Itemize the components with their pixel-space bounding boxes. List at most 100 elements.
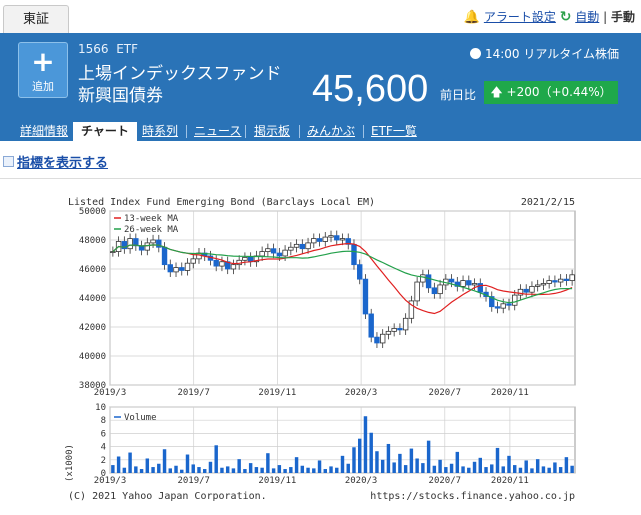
candle-body <box>477 283 483 293</box>
candle-body <box>500 303 506 309</box>
candle-body <box>523 288 529 293</box>
volume-y-tick-label: 4 <box>101 443 106 453</box>
candle-body <box>156 239 162 248</box>
candle-body <box>328 235 334 238</box>
footer-copyright: (C) 2021 Yahoo Japan Corporation. <box>68 491 267 502</box>
tab-news[interactable]: ニュース <box>194 124 242 138</box>
price-x-tick-label: 2020/11 <box>491 388 529 398</box>
price-change: +200（+0.44%） <box>506 85 612 99</box>
tab-chart[interactable]: チャート <box>73 122 137 141</box>
chart-legend: 13-week MA 26-week MA Volume <box>114 214 179 423</box>
candle-body <box>345 238 351 245</box>
candle-body <box>494 306 501 309</box>
add-portfolio-button[interactable]: + 追加 <box>18 42 68 98</box>
candle-body <box>299 243 306 250</box>
candle-body <box>270 248 277 254</box>
candle-body <box>242 256 248 261</box>
chart-date: 2021/2/15 <box>521 197 575 208</box>
candle-body <box>219 261 225 267</box>
tab-history[interactable]: 時系列 <box>142 124 179 138</box>
stock-code-line: 1566 ETF <box>78 42 138 56</box>
candle-body <box>351 243 357 266</box>
candle-body <box>322 236 328 242</box>
price-y-tick-label: 48000 <box>79 236 106 246</box>
candle-body <box>179 267 185 271</box>
candle-body <box>190 258 196 264</box>
candle-body <box>391 328 397 332</box>
volume-y-tick-label: 2 <box>101 456 106 466</box>
footer-url[interactable]: https://stocks.finance.yahoo.co.jp <box>370 491 575 502</box>
legend-ma26: 26-week MA <box>124 225 179 235</box>
price-x-tick-label: 2020/7 <box>429 388 462 398</box>
price-y-tick-label: 50000 <box>79 207 106 217</box>
stock-name: 上場インデックスファンド新興国債券 <box>78 64 282 106</box>
exchange-tab[interactable]: 東証 <box>3 5 69 33</box>
stock-code: 1566 <box>78 42 109 56</box>
candle-body <box>362 278 369 315</box>
candle-body <box>385 330 392 335</box>
tab-divider <box>186 125 187 138</box>
candle-body <box>259 251 265 257</box>
tab-board[interactable]: 掲示板 <box>254 124 291 138</box>
stock-type: ETF <box>116 42 139 56</box>
candle-body <box>311 238 317 244</box>
candle-body <box>425 274 432 289</box>
divider <box>0 178 641 179</box>
candle-body <box>546 280 552 284</box>
tab-divider <box>299 125 300 138</box>
candle-body <box>431 287 438 295</box>
candle-body <box>213 259 219 267</box>
price-y-tick-label: 40000 <box>79 352 106 362</box>
candle-body <box>127 238 133 250</box>
candle-body <box>293 243 300 248</box>
candle-body <box>167 264 173 273</box>
candle-body <box>184 262 191 271</box>
auto-refresh-link[interactable]: 自動 <box>575 10 600 24</box>
refresh-icon: ↻ <box>559 9 572 25</box>
nav-tabs: 詳細情報 チャート 時系列 ニュース 掲示板 みんかぶ ETF一覧 <box>0 117 641 141</box>
candle-body <box>282 249 288 257</box>
price-x-tick-label: 2020/3 <box>345 388 378 398</box>
legend-volume: Volume <box>124 413 157 423</box>
volume-x-tick-label: 2020/11 <box>491 476 529 486</box>
price-x-tick-label: 2019/11 <box>258 388 296 398</box>
candle-body <box>408 300 415 319</box>
up-arrow-icon: 🡅 <box>490 85 503 99</box>
volume-y-tick-label: 8 <box>101 416 106 426</box>
volume-x-tick-label: 2020/7 <box>429 476 462 486</box>
stock-price: 45,600 <box>312 68 429 110</box>
candle-body <box>540 283 547 286</box>
show-indicators-link[interactable]: 指標を表示する <box>3 152 108 171</box>
candle-body <box>529 285 535 293</box>
candle-body <box>512 294 518 306</box>
volume-y-tick-label: 6 <box>101 429 106 439</box>
link-separator: | <box>603 10 608 24</box>
alert-settings-link[interactable]: アラート設定 <box>483 10 556 24</box>
volume-unit: (x1000) <box>65 444 75 482</box>
candle-body <box>534 284 541 287</box>
legend-ma13: 13-week MA <box>124 214 179 224</box>
realtime-text: 14:00 リアルタイム株価 <box>484 47 619 61</box>
candle-body <box>517 288 524 296</box>
tab-minkabu[interactable]: みんかぶ <box>307 124 356 138</box>
candle-body <box>454 281 461 287</box>
candle-body <box>144 242 151 251</box>
volume-x-tick-label: 2019/3 <box>94 476 127 486</box>
stock-header: + 追加 1566 ETF 上場インデックスファンド新興国債券 45,600 前… <box>0 33 641 117</box>
tab-etf-list[interactable]: ETF一覧 <box>371 124 417 138</box>
candle-body <box>414 281 420 302</box>
candle-body <box>110 251 116 254</box>
top-links: 🔔 アラート設定 ↻ 自動 | 手動 <box>464 8 635 25</box>
tab-details[interactable]: 詳細情報 <box>20 124 69 138</box>
candle-body <box>276 252 283 257</box>
price-x-tick-label: 2019/7 <box>177 388 210 398</box>
candle-body <box>557 278 564 283</box>
volume-y-tick-label: 0 <box>101 469 106 479</box>
candle-body <box>150 239 156 244</box>
expand-icon <box>3 156 14 167</box>
manual-refresh-link[interactable]: 手動 <box>610 10 635 24</box>
candle-body <box>288 246 294 251</box>
candle-body <box>230 264 237 270</box>
candle-body <box>161 246 168 266</box>
